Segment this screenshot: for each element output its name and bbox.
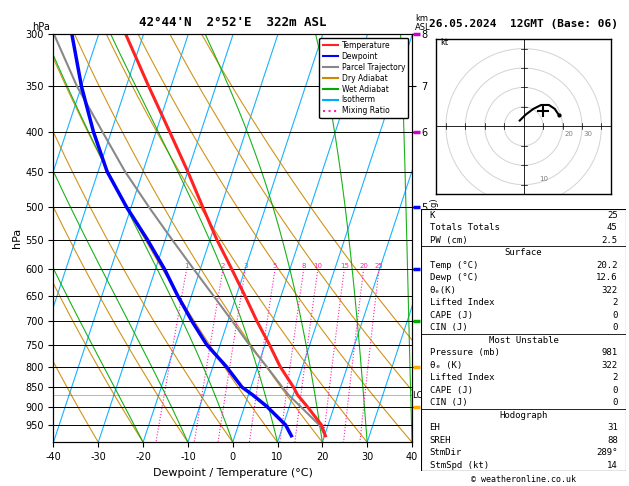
Text: 10: 10	[539, 176, 548, 182]
Text: 5: 5	[273, 263, 277, 269]
Text: Lifted Index: Lifted Index	[430, 373, 494, 382]
Y-axis label: Mixing Ratio (g/kg): Mixing Ratio (g/kg)	[430, 198, 439, 278]
Text: 42°44'N  2°52'E  322m ASL: 42°44'N 2°52'E 322m ASL	[139, 16, 326, 29]
Text: StmSpd (kt): StmSpd (kt)	[430, 461, 489, 469]
Text: 20.2: 20.2	[596, 260, 618, 270]
Legend: Temperature, Dewpoint, Parcel Trajectory, Dry Adiabat, Wet Adiabat, Isotherm, Mi: Temperature, Dewpoint, Parcel Trajectory…	[320, 38, 408, 119]
Text: CIN (J): CIN (J)	[430, 323, 467, 332]
Text: θₑ (K): θₑ (K)	[430, 361, 462, 370]
Text: Lifted Index: Lifted Index	[430, 298, 494, 307]
Text: 289°: 289°	[596, 448, 618, 457]
Text: 0: 0	[612, 386, 618, 395]
Text: 26.05.2024  12GMT (Base: 06): 26.05.2024 12GMT (Base: 06)	[429, 19, 618, 29]
Text: K: K	[430, 211, 435, 220]
Text: 0: 0	[612, 398, 618, 407]
Text: 8: 8	[301, 263, 306, 269]
Text: km
ASL: km ASL	[415, 14, 431, 32]
Text: 2: 2	[221, 263, 225, 269]
Text: Hodograph: Hodograph	[499, 411, 548, 420]
Text: 88: 88	[607, 435, 618, 445]
Text: 1: 1	[184, 263, 189, 269]
Text: 45: 45	[607, 223, 618, 232]
Text: 12.6: 12.6	[596, 273, 618, 282]
Text: StmDir: StmDir	[430, 448, 462, 457]
Text: LCL: LCL	[412, 391, 427, 399]
Text: 30: 30	[584, 131, 593, 137]
Text: Temp (°C): Temp (°C)	[430, 260, 478, 270]
Text: 3: 3	[243, 263, 248, 269]
X-axis label: Dewpoint / Temperature (°C): Dewpoint / Temperature (°C)	[153, 468, 313, 478]
Text: θₑ(K): θₑ(K)	[430, 286, 457, 295]
Text: Surface: Surface	[505, 248, 542, 257]
Text: 14: 14	[607, 461, 618, 469]
Text: 25: 25	[607, 211, 618, 220]
Text: 20: 20	[564, 131, 574, 137]
Text: 2.5: 2.5	[601, 236, 618, 245]
Text: 15: 15	[340, 263, 348, 269]
Text: © weatheronline.co.uk: © weatheronline.co.uk	[471, 474, 576, 484]
Text: 25: 25	[375, 263, 384, 269]
Text: 981: 981	[601, 348, 618, 357]
Text: 0: 0	[612, 311, 618, 320]
Text: SREH: SREH	[430, 435, 451, 445]
Text: 2: 2	[612, 373, 618, 382]
Text: 2: 2	[612, 298, 618, 307]
Text: 20: 20	[359, 263, 368, 269]
FancyBboxPatch shape	[421, 209, 626, 471]
Text: kt: kt	[440, 38, 448, 47]
Text: CAPE (J): CAPE (J)	[430, 386, 472, 395]
Text: Totals Totals: Totals Totals	[430, 223, 499, 232]
Text: hPa: hPa	[33, 21, 50, 32]
Y-axis label: hPa: hPa	[13, 228, 23, 248]
Text: Most Unstable: Most Unstable	[489, 336, 559, 345]
Text: Pressure (mb): Pressure (mb)	[430, 348, 499, 357]
Text: CIN (J): CIN (J)	[430, 398, 467, 407]
Text: 31: 31	[607, 423, 618, 432]
Text: EH: EH	[430, 423, 440, 432]
Text: 10: 10	[313, 263, 322, 269]
Text: 0: 0	[612, 323, 618, 332]
Text: CAPE (J): CAPE (J)	[430, 311, 472, 320]
Text: Dewp (°C): Dewp (°C)	[430, 273, 478, 282]
Text: PW (cm): PW (cm)	[430, 236, 467, 245]
Text: 322: 322	[601, 286, 618, 295]
Text: 322: 322	[601, 361, 618, 370]
